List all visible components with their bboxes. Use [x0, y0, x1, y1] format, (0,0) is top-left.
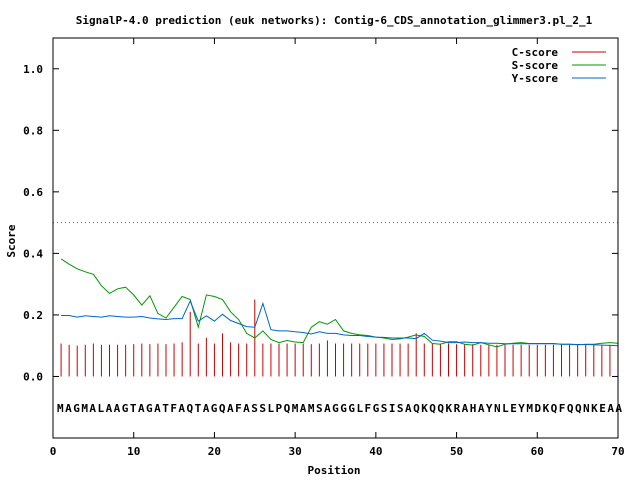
x-tick-label: 50 [450, 445, 463, 458]
y-score-line [61, 299, 619, 347]
x-tick-label: 40 [369, 445, 382, 458]
plot-frame [52, 37, 619, 439]
s-score-line [60, 258, 619, 348]
x-tick-label: 30 [289, 445, 302, 458]
y-tick-label: 0.4 [23, 247, 43, 260]
x-tick-label: 10 [127, 445, 140, 458]
y-tick-label: 0.6 [23, 186, 43, 199]
plot-area [53, 222, 619, 377]
legend-label-s-score: S-score [512, 59, 559, 72]
x-tick-label: 20 [208, 445, 221, 458]
x-axis-label: Position [308, 464, 361, 477]
y-tick-label: 0.2 [23, 309, 43, 322]
chart-title: SignalP-4.0 prediction (euk networks): C… [76, 14, 593, 27]
y-tick-label: 0.8 [23, 124, 43, 137]
x-tick-label: 70 [611, 445, 624, 458]
legend-label-c-score: C-score [512, 46, 559, 59]
x-tick-label: 60 [531, 445, 544, 458]
y-tick-label: 1.0 [23, 63, 43, 76]
y-axis: 0.0 0.2 0.4 0.6 0.8 1.0 [23, 63, 618, 383]
sequence-letters: MAGMALAAGTAGATFAQTAGQAFASSLPQMAMSAGGGLFG… [57, 402, 622, 415]
y-tick-label: 0.0 [23, 370, 43, 383]
y-axis-label: Score [5, 224, 18, 257]
legend-label-y-score: Y-score [512, 72, 559, 85]
x-tick-label: 0 [50, 445, 57, 458]
x-axis: 0 10 20 30 40 50 60 70 [50, 38, 625, 458]
